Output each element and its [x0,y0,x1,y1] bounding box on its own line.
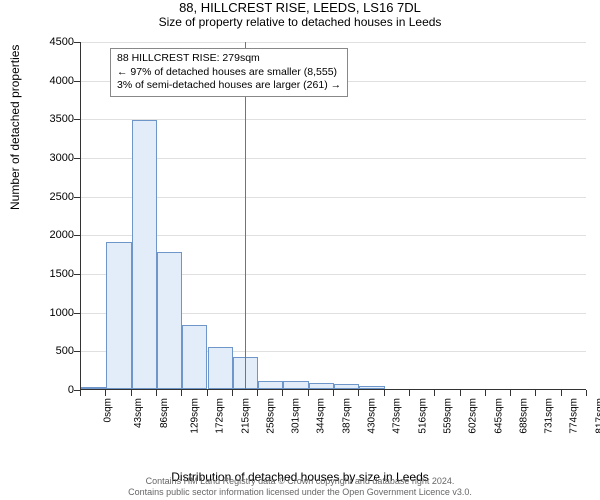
y-tick-label: 2000 [34,229,74,241]
histogram-bar [106,242,131,389]
y-tick-label: 3500 [34,113,74,125]
x-tick [586,390,587,396]
y-tick-label: 3000 [34,152,74,164]
x-tick [384,390,385,396]
x-tick-label: 688sqm [518,398,529,434]
y-tick-label: 4000 [34,75,74,87]
info-box: 88 HILLCREST RISE: 279sqm ← 97% of detac… [110,48,348,97]
y-tick-label: 500 [34,345,74,357]
x-tick [105,390,106,396]
y-tick [74,351,80,352]
chart-title: 88, HILLCREST RISE, LEEDS, LS16 7DL [0,0,600,15]
chart-subtitle: Size of property relative to detached ho… [0,15,600,29]
x-tick-label: 344sqm [316,398,327,434]
x-tick [282,390,283,396]
x-tick-label: 86sqm [159,398,170,428]
y-tick [74,42,80,43]
x-tick-label: 172sqm [215,398,226,434]
x-tick [460,390,461,396]
chart-area: 050010001500200025003000350040004500 0sq… [52,42,586,422]
histogram-bar [81,387,106,389]
y-tick-label: 0 [34,384,74,396]
x-tick-label: 301sqm [291,398,302,434]
x-tick-label: 602sqm [468,398,479,434]
footer-line: Contains public sector information licen… [0,487,600,498]
y-tick [74,274,80,275]
y-tick-label: 1000 [34,307,74,319]
histogram-bar [208,347,233,389]
x-tick-label: 731sqm [544,398,555,434]
grid-line [81,42,586,43]
x-tick [131,390,132,396]
x-tick [80,390,81,396]
x-tick-label: 258sqm [265,398,276,434]
x-tick [561,390,562,396]
y-tick-label: 1500 [34,268,74,280]
x-tick [257,390,258,396]
x-tick-label: 559sqm [442,398,453,434]
histogram-bar [157,252,182,389]
histogram-bar [334,384,359,389]
x-tick-label: 0sqm [102,398,113,422]
x-tick-label: 473sqm [392,398,403,434]
x-tick [358,390,359,396]
y-tick-label: 4500 [34,36,74,48]
histogram-bar [359,386,384,389]
x-tick [535,390,536,396]
x-tick-label: 387sqm [341,398,352,434]
histogram-bar [283,381,308,389]
x-tick-label: 215sqm [240,398,251,434]
histogram-bar [132,120,157,389]
footer: Contains HM Land Registry data © Crown c… [0,476,600,498]
x-tick [181,390,182,396]
x-tick-label: 516sqm [417,398,428,434]
y-tick-label: 2500 [34,191,74,203]
histogram-bar [182,325,207,389]
x-tick [308,390,309,396]
x-tick [156,390,157,396]
x-tick [409,390,410,396]
x-tick [510,390,511,396]
x-tick [232,390,233,396]
y-tick [74,235,80,236]
y-tick [74,119,80,120]
x-tick-label: 430sqm [367,398,378,434]
x-tick-label: 817sqm [594,398,600,434]
x-tick [485,390,486,396]
footer-line: Contains HM Land Registry data © Crown c… [0,476,600,487]
x-tick-label: 645sqm [493,398,504,434]
y-tick [74,81,80,82]
y-tick [74,313,80,314]
info-line: ← 97% of detached houses are smaller (8,… [117,66,341,80]
x-tick-label: 129sqm [189,398,200,434]
histogram-bar [309,383,334,389]
x-tick [434,390,435,396]
x-tick [207,390,208,396]
info-line: 3% of semi-detached houses are larger (2… [117,79,341,93]
x-tick-label: 43sqm [133,398,144,428]
y-axis-label: Number of detached properties [8,45,22,210]
histogram-bar [258,381,283,390]
y-tick [74,197,80,198]
info-line: 88 HILLCREST RISE: 279sqm [117,52,341,66]
x-tick-label: 774sqm [569,398,580,434]
y-tick [74,158,80,159]
x-tick [333,390,334,396]
